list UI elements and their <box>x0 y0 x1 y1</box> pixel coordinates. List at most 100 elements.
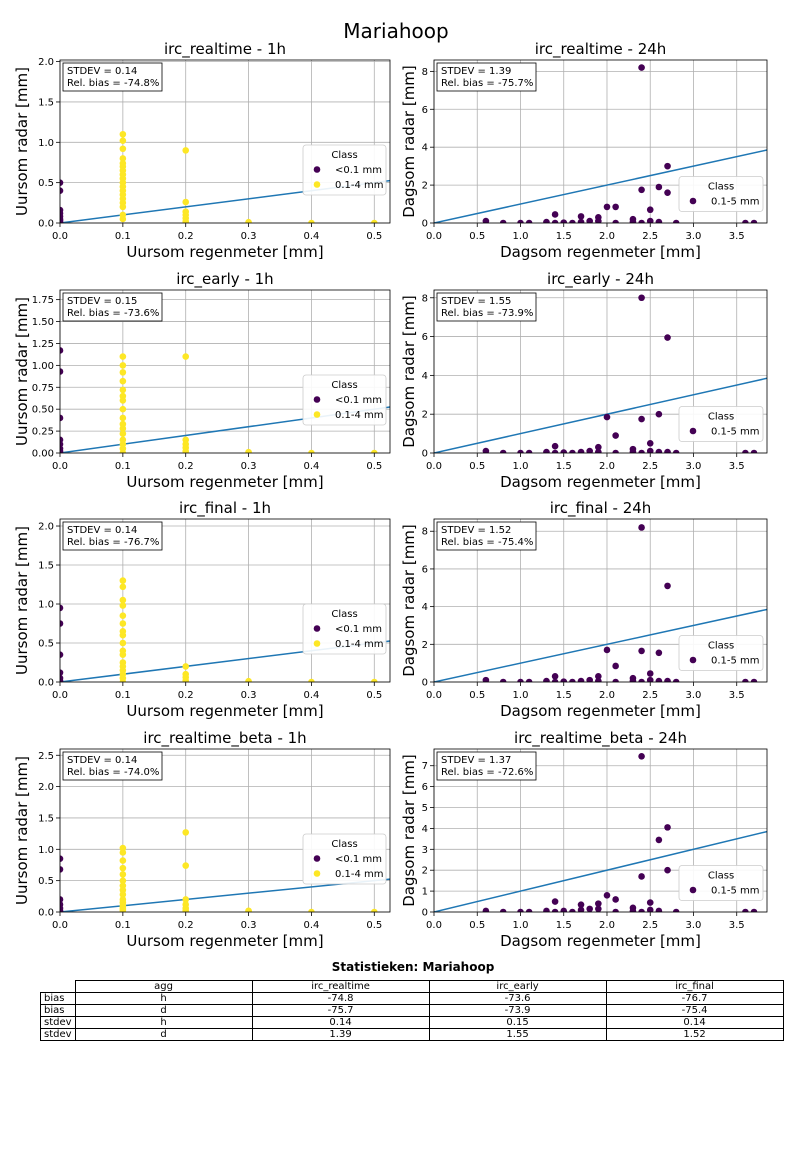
stats-stdev: STDEV = 0.15 <box>67 296 137 307</box>
plot-frame <box>433 748 768 913</box>
data-point <box>629 448 637 453</box>
y-axis-label: Dagsom radar [mm] <box>400 295 418 448</box>
data-point <box>245 448 252 453</box>
data-point <box>543 218 550 223</box>
y-tick-label: 0.0 <box>38 678 54 689</box>
stats-row: stdev d 1.39 1.55 1.52 <box>40 1028 784 1041</box>
data-point <box>664 334 671 341</box>
one-to-one-line <box>434 608 767 682</box>
data-point <box>182 218 190 223</box>
data-point <box>603 646 611 654</box>
data-point <box>595 900 602 907</box>
data-point <box>60 219 64 223</box>
subplot-title: irc_realtime - 1h <box>164 40 286 59</box>
y-tick-label: 5 <box>422 803 428 814</box>
stats-cell: -75.4 <box>605 1004 784 1017</box>
y-axis-label: Dagsom radar [mm] <box>400 754 418 907</box>
stats-bias: Rel. bias = -73.9% <box>441 308 533 319</box>
legend-title: Class <box>708 641 734 652</box>
legend-label: 0.1-5 mm <box>711 427 760 438</box>
data-point <box>646 206 654 214</box>
data-point <box>308 449 315 453</box>
data-point <box>119 130 127 138</box>
y-tick-label: 3 <box>422 845 428 856</box>
stats-bias: Rel. bias = -76.7% <box>67 537 159 548</box>
data-point <box>664 677 671 682</box>
data-point <box>60 604 64 612</box>
data-point <box>119 639 127 647</box>
y-tick-label: 2 <box>422 410 428 421</box>
data-point <box>612 896 619 903</box>
x-tick-label: 2.0 <box>599 461 615 472</box>
figure-suptitle: Mariahoop <box>343 19 448 43</box>
data-point <box>672 219 680 223</box>
data-point <box>612 662 619 670</box>
y-tick-label: 1 <box>422 887 428 898</box>
data-point <box>577 677 585 682</box>
stats-row-label: bias <box>40 1004 76 1017</box>
x-tick-label: 2.5 <box>642 461 658 472</box>
stats-row: bias d -75.7 -73.9 -75.4 <box>40 1004 784 1017</box>
data-point <box>119 908 127 912</box>
x-tick-label: 0.0 <box>52 461 68 472</box>
stats-cell: -75.7 <box>251 1004 430 1017</box>
data-point <box>655 677 663 682</box>
stats-cell: h <box>74 1016 253 1029</box>
data-point <box>60 896 64 903</box>
data-point <box>182 829 190 836</box>
y-tick-label: 8 <box>422 527 428 538</box>
figure-canvas: Mariahoop 0.0 0.1 0.2 0.3 0.4 0.5 0.0 0.5 1.0 1.5… <box>13 19 768 950</box>
stats-stdev: STDEV = 1.52 <box>441 525 511 536</box>
x-tick-label: 2.5 <box>642 690 658 701</box>
x-tick-label: 0.3 <box>241 920 257 931</box>
y-tick-label: 0 <box>422 219 428 230</box>
x-tick-label: 3.0 <box>686 690 702 701</box>
legend-label: 0.1-5 mm <box>711 656 760 667</box>
legend-label: 0.1-4 mm <box>335 869 384 880</box>
data-point <box>543 907 550 912</box>
x-tick-label: 0.4 <box>303 231 319 242</box>
data-point <box>119 377 127 385</box>
data-point <box>119 215 127 223</box>
data-point <box>119 602 127 609</box>
data-point <box>655 448 663 453</box>
y-tick-label: 2.0 <box>38 57 54 68</box>
data-point <box>577 218 585 223</box>
subplot-title: irc_early - 24h <box>547 270 654 289</box>
stats-box <box>436 751 537 781</box>
data-point <box>182 907 190 912</box>
stats-cell: 1.55 <box>428 1028 607 1041</box>
y-axis-label: Dagsom radar [mm] <box>400 524 418 677</box>
stats-row: bias h -74.8 -73.6 -76.7 <box>40 992 784 1005</box>
y-tick-label: 0 <box>422 678 428 689</box>
data-point <box>499 908 507 912</box>
data-point <box>646 899 654 906</box>
legend-label: 0.1-5 mm <box>711 197 760 208</box>
data-point <box>569 219 576 223</box>
x-tick-label: 1.5 <box>556 461 572 472</box>
x-tick-label: 1.5 <box>556 231 572 242</box>
data-point <box>119 631 127 639</box>
data-point <box>655 218 663 223</box>
y-tick-label: 1.0 <box>38 600 54 611</box>
stats-cell: 0.15 <box>428 1016 607 1029</box>
x-axis-label: Uursom regenmeter [mm] <box>126 702 323 720</box>
y-tick-label: 0.5 <box>38 178 54 189</box>
one-to-one-line <box>434 377 767 453</box>
stats-stdev: STDEV = 0.14 <box>67 755 137 766</box>
x-tick-label: 0.5 <box>366 920 382 931</box>
data-point <box>646 447 654 453</box>
legend-title: Class <box>331 380 357 391</box>
data-point <box>551 908 559 912</box>
x-axis-label: Uursom regenmeter [mm] <box>126 932 323 950</box>
data-point <box>638 294 645 302</box>
data-point <box>646 670 654 677</box>
legend-marker <box>689 886 697 894</box>
data-point <box>119 430 127 438</box>
y-tick-label: 6 <box>422 332 428 343</box>
legend-marker <box>313 870 321 877</box>
data-point <box>638 415 645 423</box>
legend-marker <box>313 396 321 403</box>
y-tick-label: 0.0 <box>38 908 54 919</box>
x-tick-label: 0.0 <box>426 920 442 931</box>
